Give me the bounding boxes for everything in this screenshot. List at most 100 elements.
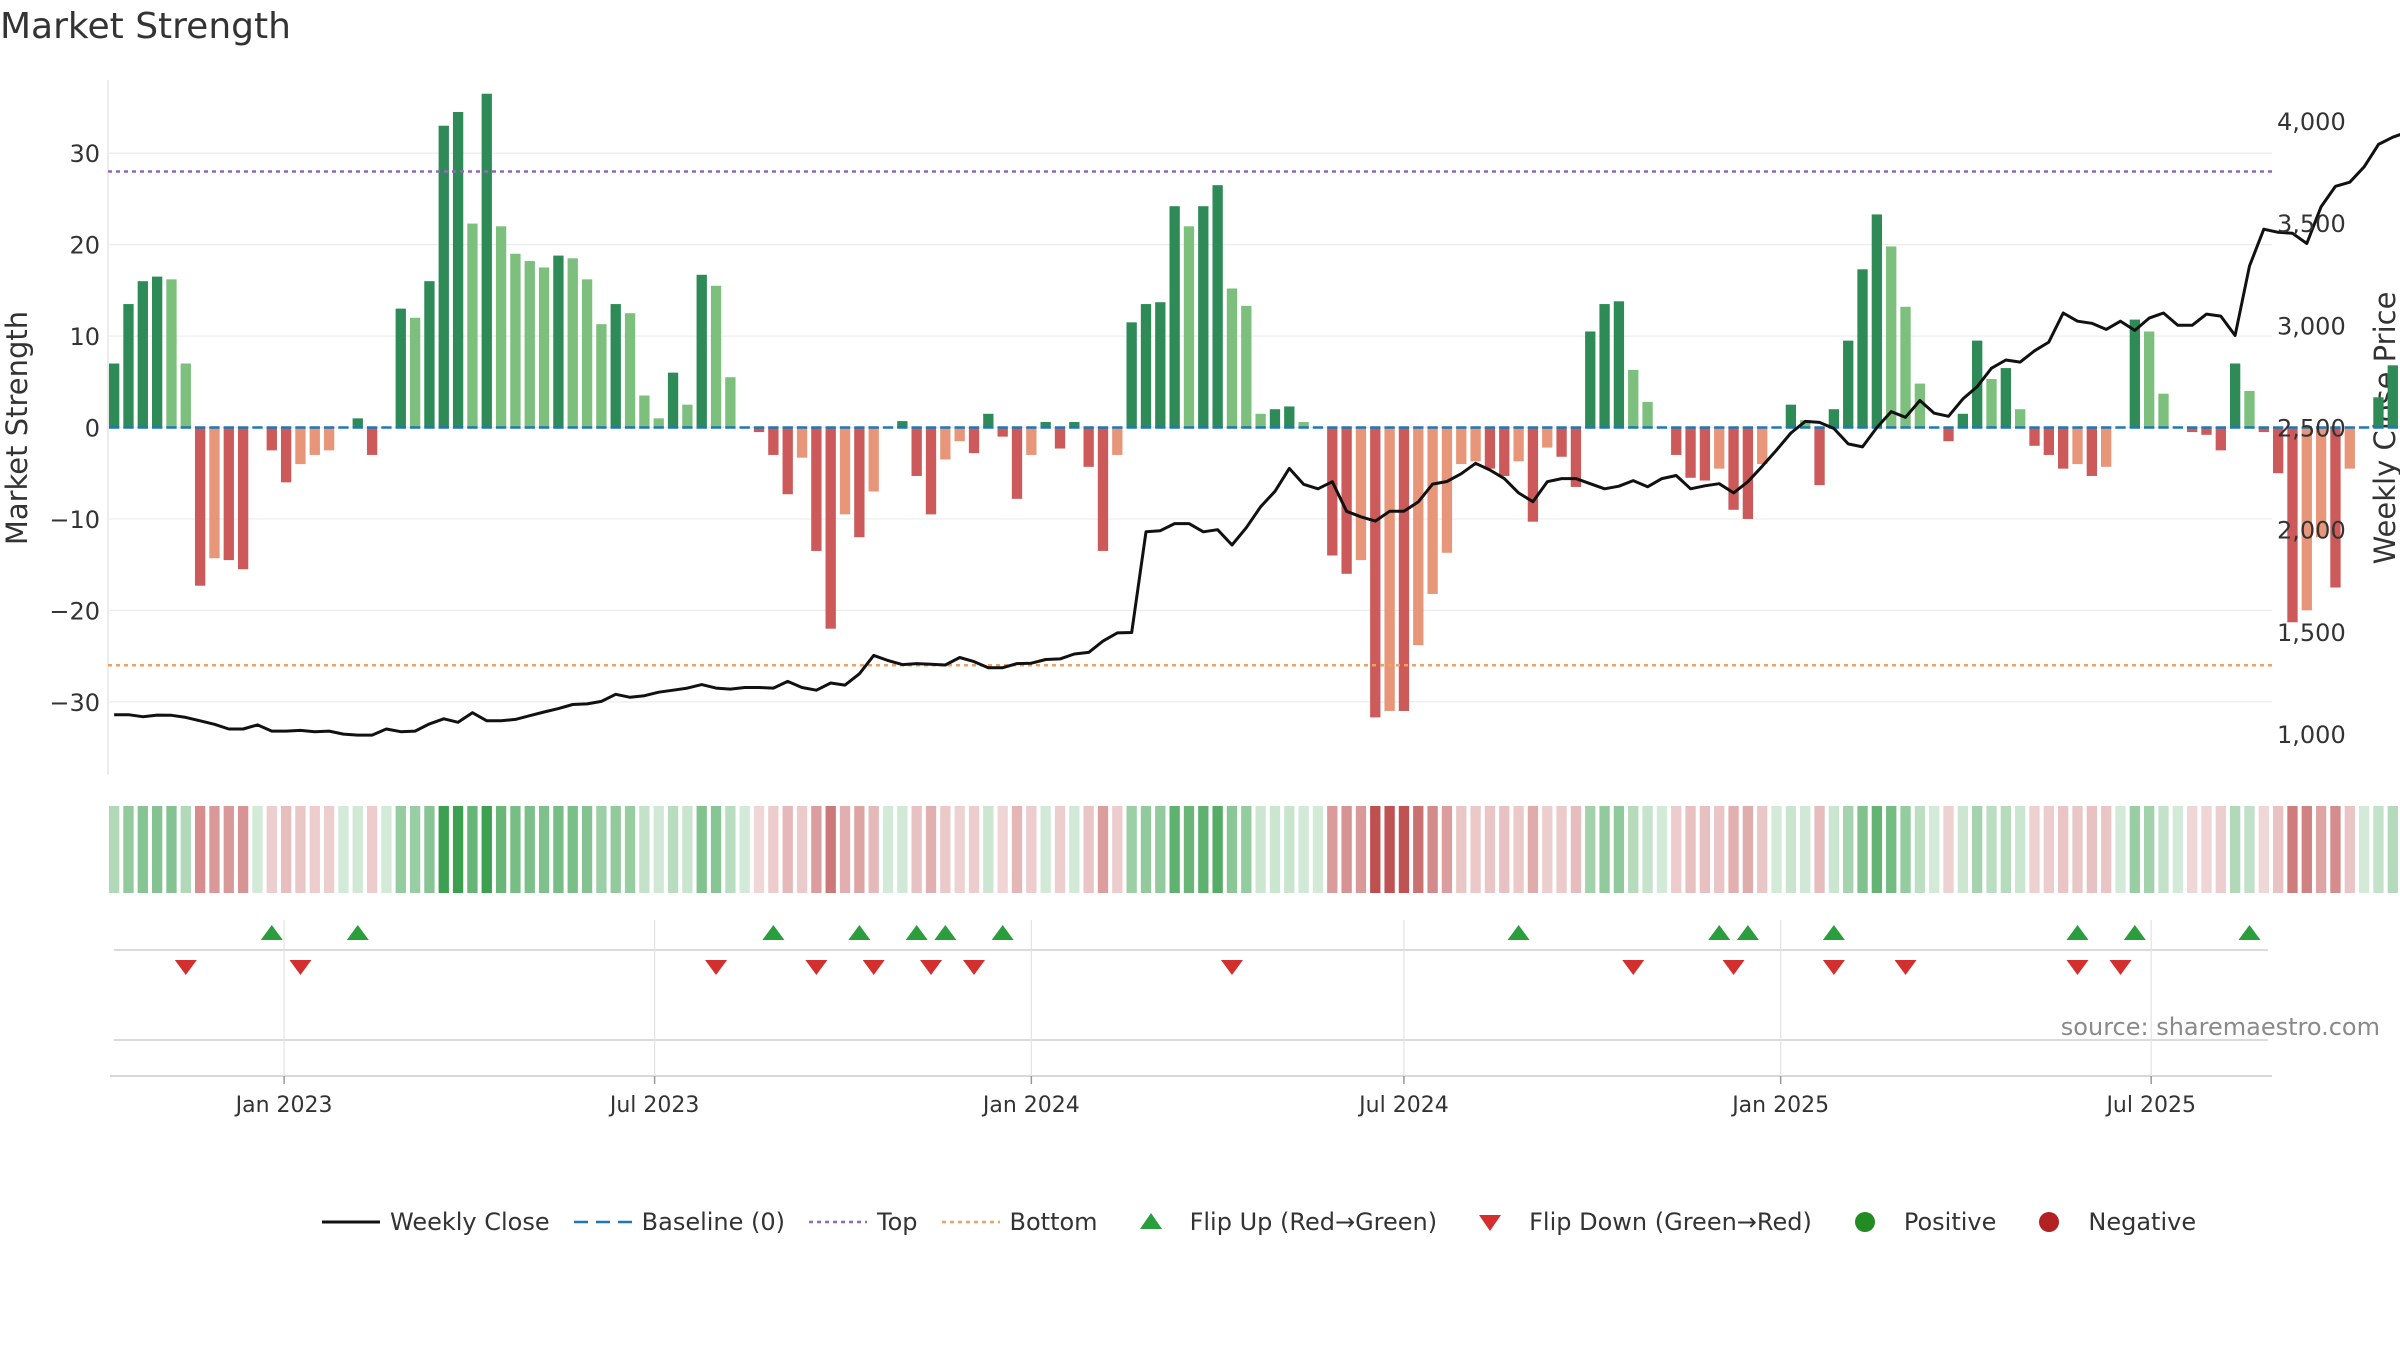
heat-cell xyxy=(753,806,765,893)
strength-bar xyxy=(753,427,765,433)
strength-bar xyxy=(553,255,564,428)
strength-bar xyxy=(1069,422,1080,428)
strength-bar xyxy=(1140,304,1152,428)
y2-ticks: 1,000 1,500 2,000 2,500 3,000 3,500 4,000 xyxy=(2277,108,2346,749)
flip-down-marker xyxy=(1894,960,1917,975)
strength-bar xyxy=(997,427,1008,437)
heat-cell xyxy=(1972,806,1983,893)
heat-cell xyxy=(2301,806,2312,893)
strength-bar xyxy=(1986,379,1997,428)
strength-bar xyxy=(2144,331,2155,428)
heat-cell xyxy=(954,806,965,893)
strength-bar xyxy=(1814,427,1825,486)
heat-cell xyxy=(495,806,507,893)
heat-cell xyxy=(1026,806,1037,893)
strength-bar xyxy=(1943,427,1954,442)
strength-bar xyxy=(1269,409,1281,428)
strength-bar xyxy=(1398,427,1410,711)
strength-bar xyxy=(2029,427,2040,446)
flip-down-marker xyxy=(289,960,312,975)
strength-bar xyxy=(1112,427,1123,455)
heat-cell xyxy=(1198,806,1209,893)
flip-down-marker xyxy=(1822,960,1845,975)
heat-cell xyxy=(1126,806,1137,893)
heat-cell xyxy=(1656,806,1668,893)
strength-bar xyxy=(2258,427,2269,433)
flip-markers xyxy=(110,925,2272,1077)
strength-bar xyxy=(1183,226,1195,428)
heat-cell xyxy=(1226,806,1238,893)
strength-bar xyxy=(2043,427,2055,455)
strength-bar xyxy=(194,427,206,586)
heat-cell xyxy=(1484,806,1496,893)
heat-cell xyxy=(1800,806,1811,893)
strength-bar xyxy=(524,261,535,428)
heat-cell xyxy=(2115,806,2126,893)
heat-cell xyxy=(1527,806,1539,893)
strength-bar xyxy=(2186,427,2198,433)
heat-cell xyxy=(1241,806,1252,893)
flip-down-marker xyxy=(862,960,885,975)
strength-bar xyxy=(811,427,822,551)
flip-up-marker xyxy=(260,925,283,940)
strength-bar xyxy=(1499,427,1510,476)
legend-item-top: Top xyxy=(807,1208,918,1236)
strength-bar xyxy=(1628,369,1639,428)
heat-cell xyxy=(925,806,937,893)
strength-bar xyxy=(223,427,234,561)
heat-cell xyxy=(2215,806,2226,893)
flip-down-marker xyxy=(2109,960,2132,975)
heat-cell xyxy=(811,806,822,893)
heat-cell xyxy=(1929,806,1940,893)
flip-up-marker xyxy=(848,925,871,940)
strength-bar xyxy=(581,279,593,428)
heat-cell xyxy=(1370,806,1381,893)
heat-cell xyxy=(309,806,320,893)
strength-bar xyxy=(2072,427,2083,465)
heat-cell xyxy=(1757,806,1768,893)
strength-bar xyxy=(1542,427,1553,448)
heat-cell xyxy=(1556,806,1567,893)
heat-cell xyxy=(481,806,492,893)
legend-dotted-icon xyxy=(807,1210,869,1234)
flip-down-marker xyxy=(174,960,197,975)
heat-cell xyxy=(567,806,578,893)
y-tick-label: 0 xyxy=(85,415,100,443)
heat-cell xyxy=(2129,806,2140,893)
legend-label: Positive xyxy=(1903,1208,1997,1236)
heat-cell xyxy=(911,806,922,893)
heat-cell xyxy=(2201,806,2212,893)
strength-bar xyxy=(1556,427,1567,457)
heat-cell xyxy=(1011,806,1023,893)
strength-bar xyxy=(1513,427,1524,462)
strength-bar xyxy=(1370,427,1381,718)
legend-line-icon xyxy=(320,1210,382,1234)
heat-cell xyxy=(1986,806,1997,893)
heat-cell xyxy=(710,806,722,893)
heat-cell xyxy=(538,806,550,893)
strength-bar xyxy=(1699,427,1711,481)
heat-cell xyxy=(2258,806,2269,893)
heat-cell xyxy=(2387,806,2398,893)
strength-bar xyxy=(2344,427,2355,469)
strength-bar xyxy=(2129,319,2140,428)
strength-bar xyxy=(2058,427,2069,469)
heat-cell xyxy=(1513,806,1524,893)
strength-bar xyxy=(1671,427,1682,455)
heat-cell xyxy=(782,806,793,893)
heat-cell xyxy=(1083,806,1094,893)
strength-bar xyxy=(1155,302,1166,428)
strength-bar xyxy=(653,418,664,428)
y-tick-label: 20 xyxy=(69,232,100,260)
heat-cell xyxy=(2058,806,2069,893)
y-tick-label: 30 xyxy=(69,140,100,168)
heat-cell xyxy=(2229,806,2241,893)
x-tick-label: Jul 2024 xyxy=(1357,1093,1449,1118)
strength-bar xyxy=(323,427,335,451)
heat-cell xyxy=(2029,806,2040,893)
legend-item-baseline: Baseline (0) xyxy=(572,1208,785,1236)
heat-cell xyxy=(696,806,707,893)
heat-cell xyxy=(1212,806,1223,893)
source-note: source: sharemaestro.com xyxy=(2060,1013,2380,1041)
heat-cell xyxy=(1269,806,1281,893)
